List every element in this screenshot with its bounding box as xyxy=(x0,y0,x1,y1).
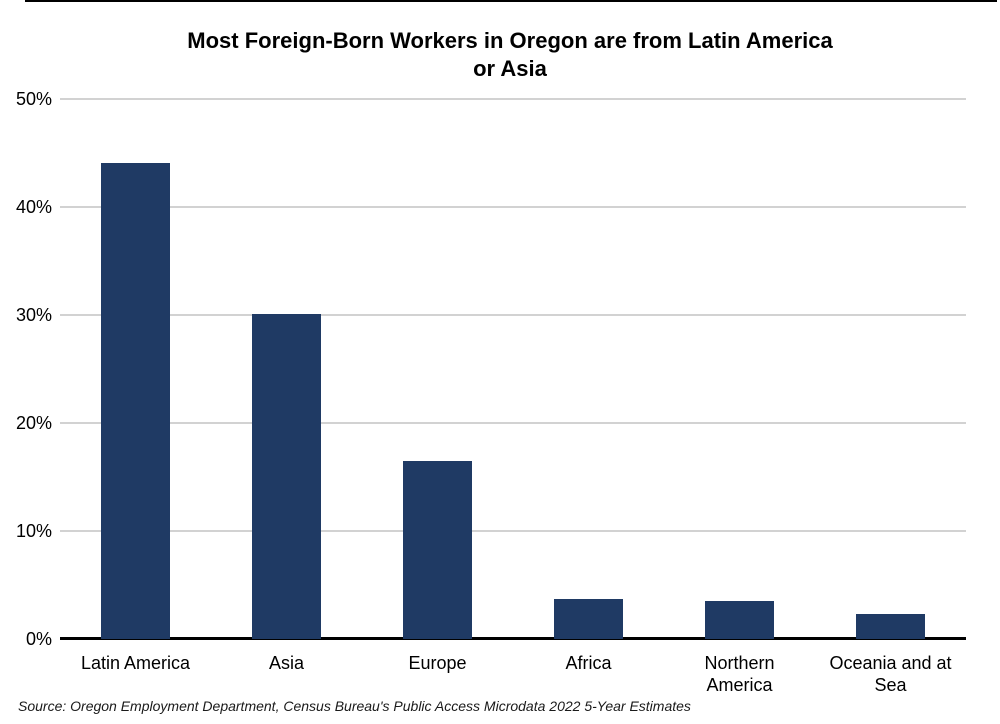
source-note: Source: Oregon Employment Department, Ce… xyxy=(18,698,691,714)
gridline-50 xyxy=(60,98,966,100)
gridline-40 xyxy=(60,206,966,208)
y-tick-label-0: 0% xyxy=(25,629,52,649)
y-tick-label-30: 30% xyxy=(15,305,52,325)
x-axis-label-oceania-and-at-sea: Oceania and at Sea xyxy=(829,653,952,695)
y-tick-label-50: 50% xyxy=(15,89,52,109)
top-border-line xyxy=(25,0,997,2)
chart-title-line1: Most Foreign-Born Workers in Oregon are … xyxy=(187,28,833,53)
x-axis-label-europe: Europe xyxy=(408,653,467,673)
x-axis-label-latin-america: Latin America xyxy=(80,653,191,673)
bar-northern-america xyxy=(705,601,774,639)
gridline-20 xyxy=(60,422,966,424)
bar-asia xyxy=(252,313,321,639)
x-axis-label-northern-america: Northern America xyxy=(704,653,775,695)
chart-title: Most Foreign-Born Workers in Oregon are … xyxy=(20,27,1000,83)
x-axis-label-africa: Africa xyxy=(565,653,612,673)
y-tick-label-20: 20% xyxy=(15,413,52,433)
bar-oceania-and-at-sea xyxy=(856,614,925,639)
plot-area: 50% 40% 30% 20% 10% 0% Latin America Asia Europe… xyxy=(16,90,966,695)
bar-europe xyxy=(403,460,472,639)
chart-title-line2: or Asia xyxy=(473,56,547,81)
gridline-10 xyxy=(60,530,966,532)
gridline-30 xyxy=(60,314,966,316)
y-tick-label-10: 10% xyxy=(15,521,52,541)
x-axis-line xyxy=(60,637,966,640)
bar-africa xyxy=(554,599,623,639)
x-axis-label-asia: Asia xyxy=(268,653,304,673)
bar-latin-america xyxy=(101,162,170,639)
y-tick-label-40: 40% xyxy=(15,197,52,217)
